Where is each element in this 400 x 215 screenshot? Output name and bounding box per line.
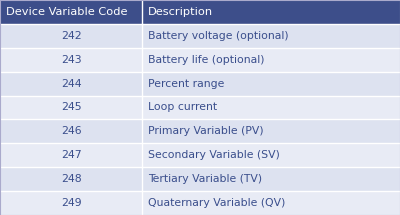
Bar <box>0 167 400 191</box>
Text: Secondary Variable (SV): Secondary Variable (SV) <box>148 150 280 160</box>
Text: Description: Description <box>148 7 213 17</box>
Text: Loop current: Loop current <box>148 103 217 112</box>
Bar <box>0 0 400 24</box>
Text: 243: 243 <box>61 55 81 65</box>
Bar <box>0 143 400 167</box>
Bar <box>0 48 400 72</box>
Bar <box>0 72 400 95</box>
Text: 246: 246 <box>61 126 81 136</box>
Bar <box>0 24 400 48</box>
Bar <box>0 95 400 120</box>
Text: Quaternary Variable (QV): Quaternary Variable (QV) <box>148 198 285 208</box>
Text: 242: 242 <box>61 31 81 41</box>
Text: 244: 244 <box>61 79 81 89</box>
Bar <box>0 191 400 215</box>
Text: 245: 245 <box>61 103 81 112</box>
Text: Tertiary Variable (TV): Tertiary Variable (TV) <box>148 174 262 184</box>
Text: 247: 247 <box>61 150 81 160</box>
Bar <box>0 120 400 143</box>
Text: 249: 249 <box>61 198 81 208</box>
Text: 248: 248 <box>61 174 81 184</box>
Text: Battery voltage (optional): Battery voltage (optional) <box>148 31 289 41</box>
Text: Percent range: Percent range <box>148 79 224 89</box>
Text: Primary Variable (PV): Primary Variable (PV) <box>148 126 264 136</box>
Text: Battery life (optional): Battery life (optional) <box>148 55 264 65</box>
Text: Device Variable Code: Device Variable Code <box>6 7 128 17</box>
